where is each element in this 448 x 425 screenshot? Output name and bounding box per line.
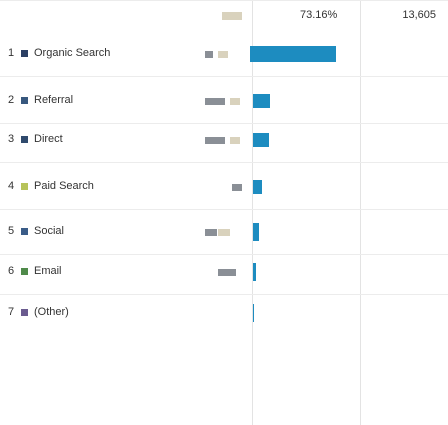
channel-label[interactable]: Social bbox=[34, 225, 64, 237]
share-bar bbox=[250, 46, 336, 62]
share-bar bbox=[253, 223, 259, 241]
legend-swatch bbox=[21, 228, 28, 235]
compare-bar bbox=[230, 137, 240, 144]
rank: 2 bbox=[8, 94, 15, 106]
rank: 5 bbox=[8, 225, 15, 237]
legend-swatch bbox=[21, 136, 28, 143]
share-bar bbox=[253, 133, 269, 147]
header-percent: 73.16% bbox=[300, 9, 338, 21]
row-divider bbox=[0, 0, 448, 1]
channel-label[interactable]: Paid Search bbox=[34, 180, 94, 192]
rank: 4 bbox=[8, 180, 15, 192]
channel-label[interactable]: (Other) bbox=[34, 306, 69, 318]
rank: 3 bbox=[8, 133, 15, 145]
rank: 1 bbox=[8, 47, 15, 59]
compare-bar bbox=[230, 98, 240, 105]
channel-label[interactable]: Referral bbox=[34, 94, 74, 106]
legend-swatch bbox=[21, 309, 28, 316]
legend-swatch bbox=[21, 97, 28, 104]
compare-bar bbox=[218, 229, 230, 236]
channel-label[interactable]: Direct bbox=[34, 133, 63, 145]
column-divider bbox=[252, 0, 253, 425]
compare-bar bbox=[205, 137, 225, 144]
compare-bar bbox=[205, 98, 225, 105]
row-divider bbox=[0, 254, 448, 255]
row-divider bbox=[0, 294, 448, 295]
share-bar bbox=[253, 263, 257, 281]
compare-bar bbox=[205, 229, 217, 236]
column-divider bbox=[360, 0, 361, 425]
row-divider bbox=[0, 162, 448, 163]
legend-swatch bbox=[21, 268, 28, 275]
share-bar bbox=[253, 180, 263, 194]
compare-bar bbox=[218, 269, 236, 276]
compare-bar bbox=[205, 51, 213, 58]
rank: 7 bbox=[8, 306, 15, 318]
row-divider bbox=[0, 123, 448, 124]
share-bar bbox=[253, 304, 255, 322]
rank: 6 bbox=[8, 265, 15, 277]
legend-swatch bbox=[21, 183, 28, 190]
compare-bar bbox=[218, 51, 228, 58]
share-bar bbox=[253, 94, 271, 108]
header-swatch bbox=[222, 12, 242, 20]
header-total: 13,605 bbox=[402, 9, 436, 21]
compare-bar bbox=[232, 184, 242, 191]
row-divider bbox=[0, 209, 448, 210]
legend-swatch bbox=[21, 50, 28, 57]
channel-label[interactable]: Email bbox=[34, 265, 62, 277]
row-divider bbox=[0, 76, 448, 77]
channel-label[interactable]: Organic Search bbox=[34, 47, 111, 59]
